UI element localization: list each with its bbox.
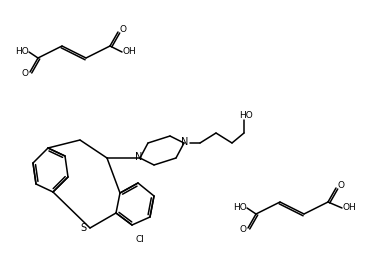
- Text: O: O: [22, 70, 29, 79]
- Text: OH: OH: [122, 48, 136, 57]
- Text: N: N: [135, 152, 143, 162]
- Text: N: N: [181, 137, 189, 147]
- Text: OH: OH: [342, 203, 356, 212]
- Text: O: O: [120, 25, 127, 34]
- Text: S: S: [80, 223, 86, 233]
- Text: HO: HO: [15, 48, 29, 57]
- Text: HO: HO: [239, 111, 253, 120]
- Text: O: O: [240, 225, 246, 235]
- Text: O: O: [337, 182, 344, 191]
- Text: Cl: Cl: [136, 236, 144, 245]
- Text: HO: HO: [233, 203, 247, 212]
